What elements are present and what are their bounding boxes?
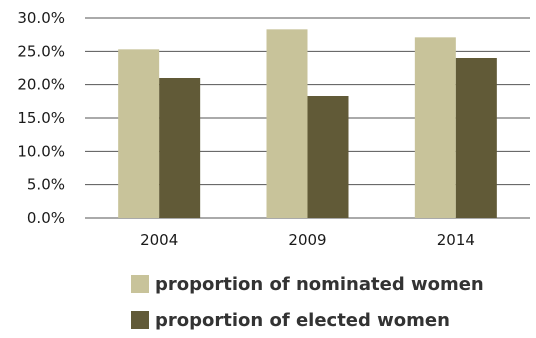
x-axis-tick-labels: 2004 2009 2014 <box>140 231 475 249</box>
legend: proportion of nominated women proportion… <box>131 266 484 338</box>
legend-label-elected: proportion of elected women <box>155 309 450 331</box>
legend-item-nominated: proportion of nominated women <box>131 266 484 302</box>
y-tick-label: 5.0% <box>27 176 65 194</box>
x-tick-label: 2004 <box>140 231 178 249</box>
y-tick-label: 25.0% <box>17 42 65 60</box>
y-tick-label: 20.0% <box>17 76 65 94</box>
bar-elected-2014 <box>455 58 497 218</box>
x-tick-label: 2009 <box>288 231 326 249</box>
bar-chart: 0.0%5.0%10.0%15.0%20.0%25.0%30.0% 2004 20… <box>17 9 530 249</box>
y-tick-label: 30.0% <box>17 9 65 27</box>
bar-elected-2009 <box>307 96 349 218</box>
y-tick-label: 15.0% <box>17 109 65 127</box>
legend-swatch-elected <box>131 311 149 329</box>
bar-elected-2004 <box>159 78 201 218</box>
y-axis-tick-labels: 0.0% 5.0% 10.0% 15.0% 20.0% 25.0% 30.0% <box>17 9 65 227</box>
legend-swatch-nominated <box>131 275 149 293</box>
legend-item-elected: proportion of elected women <box>131 302 484 338</box>
x-tick-label: 2014 <box>437 231 475 249</box>
y-tick-label: 10.0% <box>17 142 65 160</box>
bars <box>118 29 497 219</box>
y-tick-label: 0.0% <box>27 209 65 227</box>
bar-nominated-2014 <box>414 37 456 219</box>
legend-label-nominated: proportion of nominated women <box>155 273 484 295</box>
bar-nominated-2009 <box>266 29 308 219</box>
bar-nominated-2004 <box>118 49 160 219</box>
